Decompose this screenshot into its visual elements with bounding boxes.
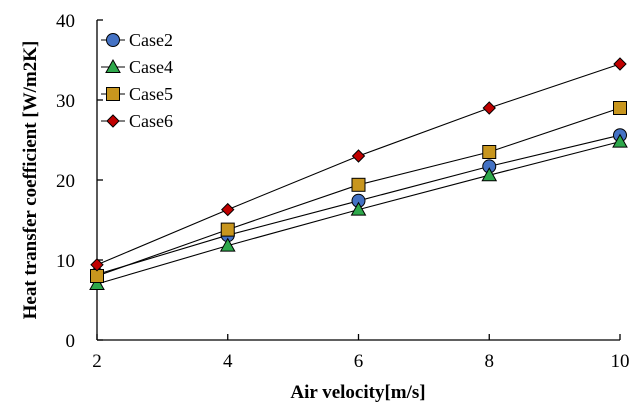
data-point	[351, 149, 366, 163]
data-point	[482, 101, 496, 115]
x-tick-label: 8	[485, 351, 495, 372]
legend-marker	[106, 33, 120, 47]
data-point	[221, 202, 235, 217]
legend-marker	[105, 58, 121, 73]
legend-marker	[106, 114, 120, 128]
x-axis-title: Air velocity[m/s]	[290, 382, 425, 403]
legend-item-case5: Case5	[101, 84, 173, 104]
x-tick-label: 4	[223, 351, 233, 372]
y-axis-title: Heat transfer coefficient [W/m2K]	[20, 41, 41, 320]
x-tick-label: 10	[611, 351, 630, 372]
x-tick-label: 6	[354, 351, 364, 372]
data-point	[350, 201, 367, 216]
series-case5	[90, 101, 627, 283]
series-case6	[90, 57, 627, 272]
legend-label: Case4	[129, 57, 173, 77]
legend-label: Case6	[129, 111, 173, 131]
data-point	[613, 101, 627, 115]
data-point	[351, 177, 366, 192]
data-point	[482, 145, 497, 159]
y-tick-label: 20	[56, 171, 75, 192]
legend-item-case2: Case2	[101, 30, 173, 50]
data-point	[90, 258, 104, 272]
y-tick-label: 40	[56, 11, 75, 32]
x-tick-label: 2	[92, 351, 102, 372]
x-ticks: 2 4 6 8 10	[92, 334, 630, 372]
legend-item-case4: Case4	[101, 57, 173, 77]
series-group	[89, 57, 628, 290]
y-tick-label: 0	[66, 331, 76, 352]
y-ticks: 0 10 20 30 40	[56, 11, 103, 352]
data-point	[612, 133, 628, 148]
data-point	[220, 222, 235, 237]
data-point	[219, 237, 236, 252]
legend-label: Case2	[129, 30, 173, 50]
legend: Case2 Case4 Case5 Case6	[101, 30, 173, 131]
y-tick-label: 30	[56, 91, 75, 112]
data-point	[89, 275, 105, 290]
series-case4	[89, 133, 628, 290]
series-line	[96, 63, 621, 266]
data-point	[481, 167, 498, 182]
legend-label: Case5	[129, 84, 173, 104]
y-tick-label: 10	[56, 251, 75, 272]
legend-item-case6: Case6	[101, 111, 173, 131]
data-point	[613, 57, 627, 71]
legend-marker	[106, 87, 120, 101]
